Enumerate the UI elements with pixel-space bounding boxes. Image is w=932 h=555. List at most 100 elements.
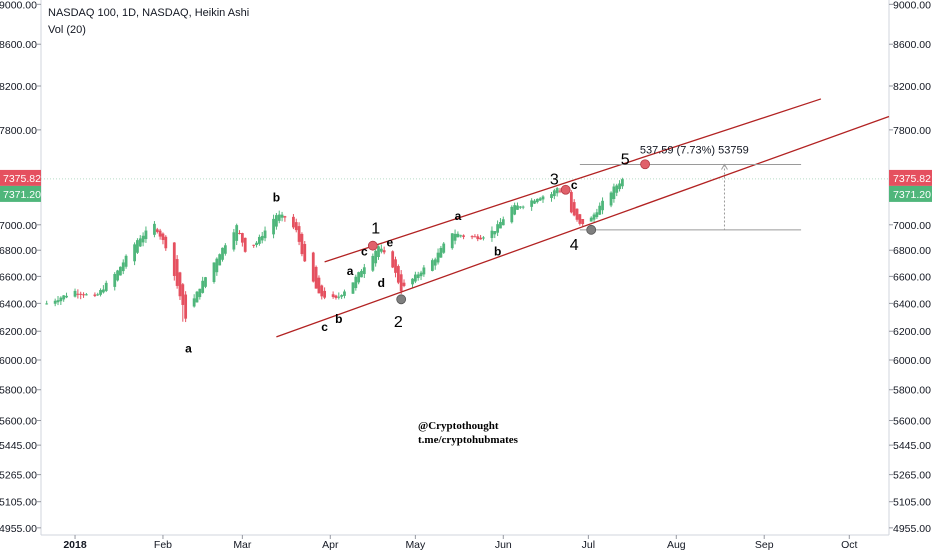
candle-body — [396, 266, 400, 283]
y-tick-label-left: 8200.00 — [0, 81, 37, 93]
ha-close-badge-left — [0, 185, 41, 202]
candle-body — [510, 206, 514, 223]
x-tick-label: Oct — [841, 539, 857, 550]
candle-body — [62, 295, 66, 300]
y-tick-label-right: 5800.00 — [893, 385, 931, 397]
candle-body — [59, 297, 63, 302]
x-axis[interactable]: 2018 Feb Mar Apr May Jun Jul Aug Sep Oct — [63, 535, 858, 551]
ha-close-price-badge — [889, 185, 932, 202]
candle-body — [589, 217, 593, 222]
y-tick-label-left: 7800.00 — [0, 125, 37, 137]
candle-body — [439, 247, 443, 258]
y-tick-label-right: 8200.00 — [893, 81, 931, 93]
candle-body — [311, 252, 315, 282]
ha-close-price-badge-label: 7371.20 — [893, 189, 931, 201]
candle-body — [569, 191, 573, 213]
candle-body — [158, 230, 162, 237]
candle-body — [521, 206, 525, 208]
x-tick-label: Jun — [495, 539, 512, 550]
candle-body — [178, 272, 182, 297]
candle-body — [204, 277, 207, 287]
measurement-layer[interactable]: 537.59 (7.73%) 53759 — [579, 145, 802, 231]
wave-label: c — [571, 178, 578, 192]
candle-body — [470, 236, 474, 238]
candle-body — [280, 214, 284, 218]
watermark-handle: @Cryptothought — [418, 420, 499, 432]
candle-body — [238, 232, 241, 234]
lower-channel-line[interactable] — [276, 115, 890, 338]
candle-body — [575, 208, 579, 220]
measure-label: 537.59 (7.73%) 53759 — [640, 145, 749, 157]
price-badges: 7375.82 7371.20 7375.82 7371.20 — [0, 169, 932, 202]
candle-body — [399, 274, 403, 292]
candle-body — [272, 218, 275, 235]
candle-body — [155, 229, 159, 232]
y-tick-label-left: 6800.00 — [0, 245, 37, 257]
measure-arrow-icon — [721, 163, 728, 170]
candle-body — [360, 270, 363, 278]
candle-body — [243, 237, 247, 252]
candle-body — [195, 291, 199, 303]
y-tick-label-right: 9000.00 — [893, 0, 931, 11]
candle-body — [456, 233, 460, 238]
candle-body — [221, 247, 224, 260]
candle-body — [479, 237, 482, 240]
last-price-badge-label: 7375.82 — [893, 173, 931, 185]
candle-body — [422, 267, 426, 275]
candle-body — [65, 295, 68, 298]
y-tick-label-right: 7000.00 — [893, 220, 931, 232]
volume-indicator-label[interactable]: Vol (20) — [48, 24, 86, 36]
wave-label: 2 — [394, 314, 403, 331]
candle-body — [436, 252, 440, 263]
y-tick-label-right: 5265.00 — [893, 470, 931, 482]
x-tick-label: May — [405, 539, 426, 550]
y-axis-right[interactable]: 4955.00 5105.00 5265.00 5445.00 5600.00 5800.… — [889, 0, 931, 535]
candle-body — [232, 232, 236, 250]
candle-body — [153, 223, 156, 235]
wave-label: a — [347, 264, 354, 278]
candle-body — [138, 238, 142, 247]
candle-body — [601, 200, 604, 211]
candle-body — [351, 282, 355, 294]
wave-label: d — [378, 276, 385, 290]
y-tick-label-left: 6400.00 — [0, 298, 37, 310]
candle-body — [235, 225, 239, 241]
candle-body — [581, 219, 585, 225]
candle-body — [317, 277, 321, 294]
candle-body — [516, 205, 519, 210]
candle-body — [578, 214, 582, 224]
candle-body — [255, 242, 258, 245]
last-price-badge-left — [0, 169, 41, 186]
wave-1-pivot — [367, 240, 378, 251]
candle-body — [181, 284, 185, 305]
candle-body — [493, 231, 497, 235]
upper-channel-line[interactable] — [324, 98, 822, 263]
wave-label: b — [494, 244, 501, 258]
candle-body — [73, 290, 77, 297]
candle-body — [201, 280, 205, 293]
candle-body — [212, 262, 216, 282]
y-tick-label-left: 8600.00 — [0, 39, 37, 51]
channel-layer[interactable] — [276, 98, 890, 338]
wave-label: e — [386, 235, 393, 249]
candle-body — [433, 259, 437, 266]
y-tick-label-left: 5600.00 — [0, 416, 37, 428]
candle-body — [411, 278, 414, 285]
candle-body — [476, 236, 480, 240]
candle-body — [260, 235, 264, 241]
candle-body — [462, 235, 465, 237]
y-tick-label-left: 7000.00 — [0, 220, 37, 232]
candle-body — [294, 222, 298, 231]
candle-body — [257, 236, 261, 244]
wave-4-pivot — [586, 224, 597, 235]
y-tick-label-left: 9000.00 — [0, 0, 37, 11]
candle-body — [419, 272, 423, 277]
x-tick-label: Feb — [154, 539, 172, 550]
wave-label: 5 — [621, 151, 630, 168]
candle-body — [496, 224, 500, 233]
candle-body — [499, 222, 502, 229]
